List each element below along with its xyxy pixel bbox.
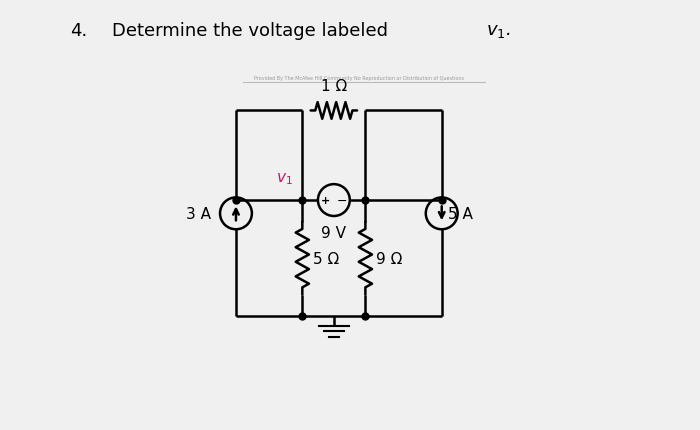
Text: +: + <box>321 196 330 206</box>
Text: $v_1$.: $v_1$. <box>486 22 511 40</box>
Text: Determine the voltage labeled: Determine the voltage labeled <box>112 22 393 40</box>
Text: −: − <box>337 194 347 207</box>
Text: Provided By The McAfee Hill Community No Reproduction or Distribution of Questio: Provided By The McAfee Hill Community No… <box>253 76 463 81</box>
Text: 5 A: 5 A <box>448 206 472 221</box>
Text: $v_1$: $v_1$ <box>276 171 293 187</box>
Text: 5 Ω: 5 Ω <box>313 251 340 266</box>
Text: 9 V: 9 V <box>321 225 346 240</box>
Text: 3 A: 3 A <box>186 206 211 221</box>
Text: 4.: 4. <box>70 22 88 40</box>
Text: 1 Ω: 1 Ω <box>321 79 347 94</box>
Text: 9 Ω: 9 Ω <box>376 251 402 266</box>
